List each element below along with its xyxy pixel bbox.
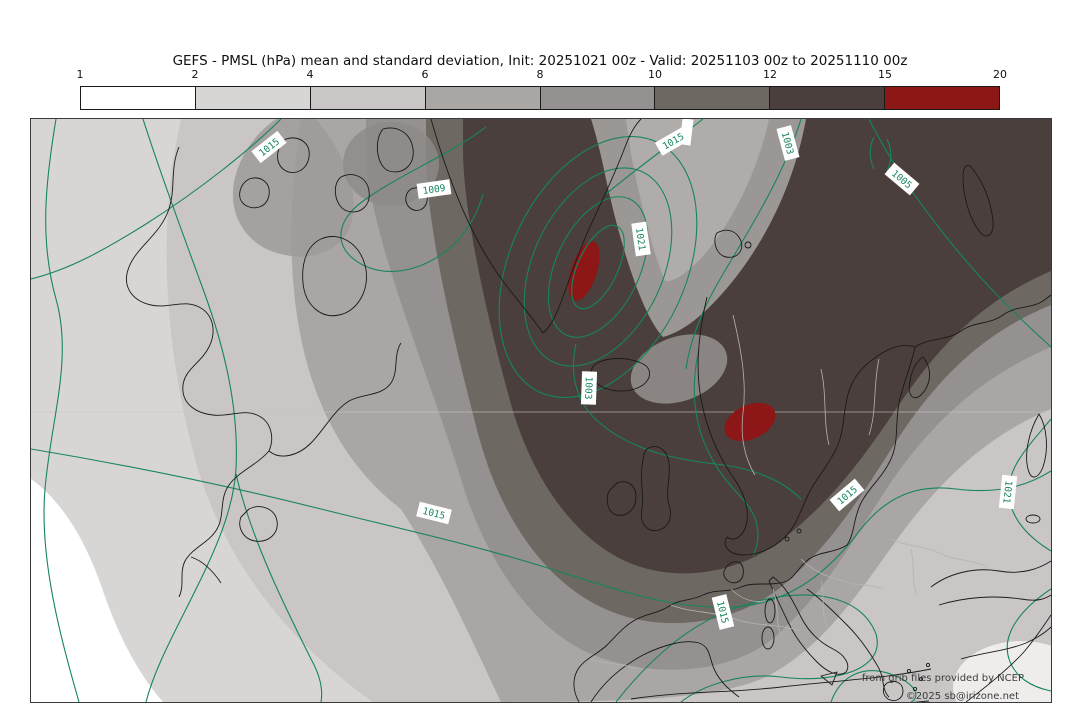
svg-text:1021: 1021	[1000, 480, 1013, 504]
map-area: 1015 1009 1015 1003 1005 1021 1003 1015 1015 1021…	[30, 118, 1052, 703]
colorbar-tick-6: 6	[421, 68, 429, 81]
contour-label: 1015	[416, 501, 452, 525]
stddev-extreme-blobs	[568, 241, 776, 442]
contour-label: 1015	[711, 594, 735, 630]
colorbar-segment-2-4	[195, 87, 311, 109]
colorbar-segment-4-6	[310, 87, 426, 109]
credits-source: from grib files provided by NCEP	[862, 673, 1024, 684]
colorbar-tick-10: 10	[648, 68, 662, 81]
colorbar-tick-20: 20	[993, 68, 1007, 81]
credits: from grib files provided by NCEP ©2025 s…	[862, 673, 1024, 702]
credits-copyright: ©2025 sb@irizone.net	[906, 691, 1019, 702]
contour-label: 1021	[998, 474, 1018, 510]
svg-text:1021: 1021	[633, 227, 647, 251]
pressure-contours	[31, 119, 1051, 702]
contour-label: 1003	[580, 371, 598, 405]
svg-text:1009: 1009	[422, 183, 446, 197]
colorbar	[80, 86, 1000, 110]
colorbar-segment-12-15	[770, 87, 886, 109]
colorbar-segment-10-12	[655, 87, 771, 109]
country-borders	[590, 314, 988, 670]
chart-title: GEFS - PMSL (hPa) mean and standard devi…	[172, 53, 908, 69]
colorbar-tick-4: 4	[306, 68, 314, 81]
colorbar-tick-1: 1	[76, 68, 84, 81]
colorbar-tick-2: 2	[191, 68, 199, 81]
colorbar-tick-labels: 1 2 4 6 8 10 12 15 20	[76, 68, 1008, 82]
svg-text:1015: 1015	[714, 600, 730, 625]
colorbar-tick-12: 12	[763, 68, 777, 81]
contour-label: 1021	[631, 221, 651, 257]
colorbar-segment-15-20	[885, 87, 999, 109]
svg-text:1015: 1015	[421, 506, 446, 522]
svg-text:1003: 1003	[582, 376, 594, 399]
colorbar-segment-1-2	[81, 87, 196, 109]
colorbar-segment-6-8	[425, 87, 541, 109]
colorbar-segment-8-10	[540, 87, 656, 109]
contour-label: 1003	[776, 125, 800, 161]
stddev-fill-bands	[31, 119, 1051, 702]
colorbar-tick-15: 15	[878, 68, 892, 81]
colorbar-tick-8: 8	[536, 68, 544, 81]
contour-label: 1009	[416, 179, 452, 199]
